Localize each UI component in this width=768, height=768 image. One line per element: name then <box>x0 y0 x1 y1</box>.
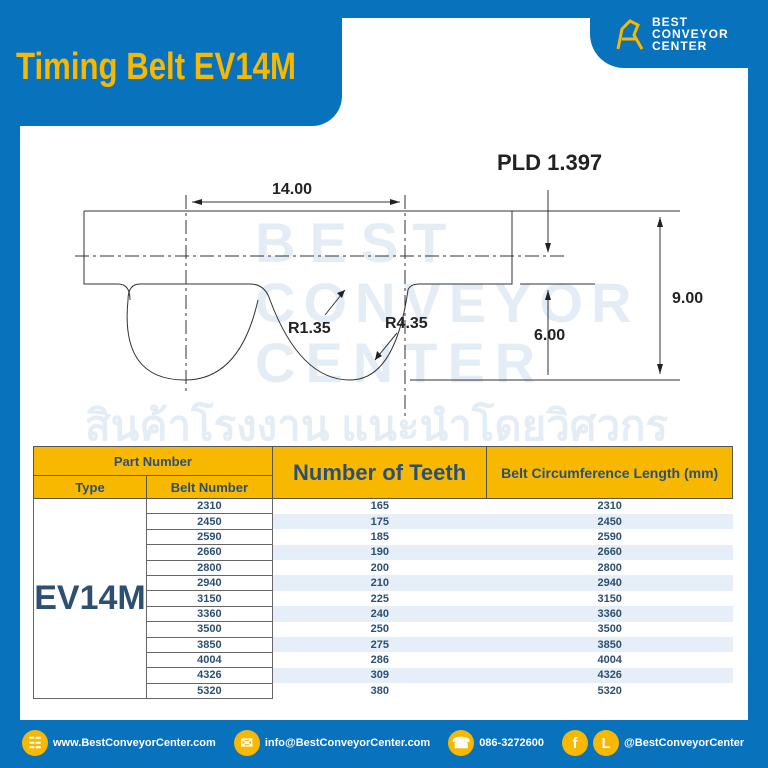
email-link[interactable]: info@BestConveyorCenter.com <box>264 737 431 749</box>
watermark-text: CENTER <box>255 331 545 394</box>
teeth-header: Number of Teeth <box>271 446 488 499</box>
social-handle: @BestConveyorCenter <box>624 737 745 749</box>
type-header: Type <box>33 475 147 499</box>
table-row: EV14M 2310 165 2310 <box>33 497 733 700</box>
conveyor-logo-icon <box>616 19 644 50</box>
teeth-cell: 250 <box>370 623 389 636</box>
part-number-header: Part Number <box>33 446 273 476</box>
radius-small-label: R1.35 <box>288 320 331 337</box>
belt-number-cell: 3850 <box>145 636 273 653</box>
length-cell: 2310 <box>597 500 622 513</box>
table-row: 2660 190 2660 <box>34 544 733 561</box>
length-cell: 2590 <box>597 530 622 543</box>
table-row: 2940 210 2940 <box>34 574 733 592</box>
length-cell: 2450 <box>486 513 733 530</box>
teeth-cell: 286 <box>370 654 389 667</box>
length-cell: 4326 <box>486 667 733 684</box>
table-row: 3150 225 3150 <box>34 590 733 607</box>
type-cell: EV14M <box>33 497 147 700</box>
table-row: 3360 240 3360 <box>34 605 733 623</box>
length-cell: 3150 <box>597 592 622 605</box>
height-label: 9.00 <box>672 290 703 307</box>
teeth-cell: 210 <box>272 575 487 591</box>
belt-number-cell: 2590 <box>145 528 273 546</box>
phone-number[interactable]: 086-3272600 <box>479 737 545 749</box>
length-cell: 2800 <box>597 561 622 574</box>
belt-number-cell: 3150 <box>145 590 273 607</box>
belt-number-cell: 5320 <box>145 682 273 700</box>
belt-number-cell: 2940 <box>145 574 273 592</box>
belt-number-cell: 2800 <box>145 559 273 576</box>
belt-number-cell: 4326 <box>145 667 273 684</box>
email-icon: ✉ <box>233 730 260 756</box>
teeth-cell: 185 <box>370 530 389 543</box>
logo-text: BEST <box>652 15 689 29</box>
teeth-cell: 275 <box>272 637 487 653</box>
facebook-icon[interactable]: f <box>562 730 589 756</box>
length-cell: 4004 <box>597 654 622 667</box>
globe-icon: ☷ <box>22 730 48 756</box>
belt-number-cell: 2310 <box>145 497 273 515</box>
line-icon[interactable]: L <box>593 730 620 756</box>
footer: ☷ www.BestConveyorCenter.com ✉ info@BestCo… <box>22 730 744 756</box>
logo-text: CENTER <box>652 39 708 53</box>
pitch-label: 14.00 <box>272 181 312 198</box>
belt-number-cell: 3500 <box>145 621 273 638</box>
page-title: Timing Belt EV14M <box>16 46 296 88</box>
teeth-cell: 225 <box>370 592 389 605</box>
watermark-text: BEST <box>255 211 460 274</box>
radius-large-label: R4.35 <box>385 315 428 332</box>
teeth-cell: 200 <box>370 561 389 574</box>
table-row: 2450 175 2450 <box>34 513 733 530</box>
belt-number-cell: 4004 <box>145 651 273 669</box>
length-header: Belt Circumference Length (mm) <box>486 446 733 499</box>
phone-icon: ☎ <box>448 730 475 756</box>
tooth-depth-label: 6.00 <box>534 327 565 344</box>
table-row: 5320 380 5320 <box>34 682 733 700</box>
logo-text: CONVEYOR <box>652 27 729 41</box>
brand-logo: BEST CONVEYOR CENTER <box>590 0 768 68</box>
teeth-cell: 380 <box>370 684 389 697</box>
teeth-cell: 165 <box>370 500 389 513</box>
belt-number-header: Belt Number <box>145 475 273 499</box>
teeth-cell: 175 <box>272 513 487 530</box>
teeth-cell: 190 <box>272 544 487 561</box>
length-cell: 3850 <box>486 637 733 653</box>
length-cell: 5320 <box>597 684 622 697</box>
watermark-text: CONVEYOR <box>255 271 640 334</box>
teeth-cell: 240 <box>272 606 487 622</box>
watermark-thai: สินค้าโรงงาน แนะนำโดยวิศวกร <box>85 401 668 449</box>
website-link[interactable]: www.BestConveyorCenter.com <box>53 737 216 749</box>
belt-number-cell: 2450 <box>145 513 273 530</box>
length-cell: 2660 <box>486 544 733 561</box>
belt-spec-table: Part Number Number of Teeth Belt Circumf… <box>33 446 733 700</box>
length-cell: 3360 <box>486 606 733 622</box>
belt-number-cell: 3360 <box>145 605 273 623</box>
length-cell: 3500 <box>597 623 622 636</box>
teeth-cell: 309 <box>272 667 487 684</box>
belt-number-cell: 2660 <box>145 544 273 561</box>
title-banner: Timing Belt EV14M <box>0 0 342 126</box>
pld-label: PLD 1.397 <box>497 150 602 175</box>
length-cell: 2940 <box>486 575 733 591</box>
